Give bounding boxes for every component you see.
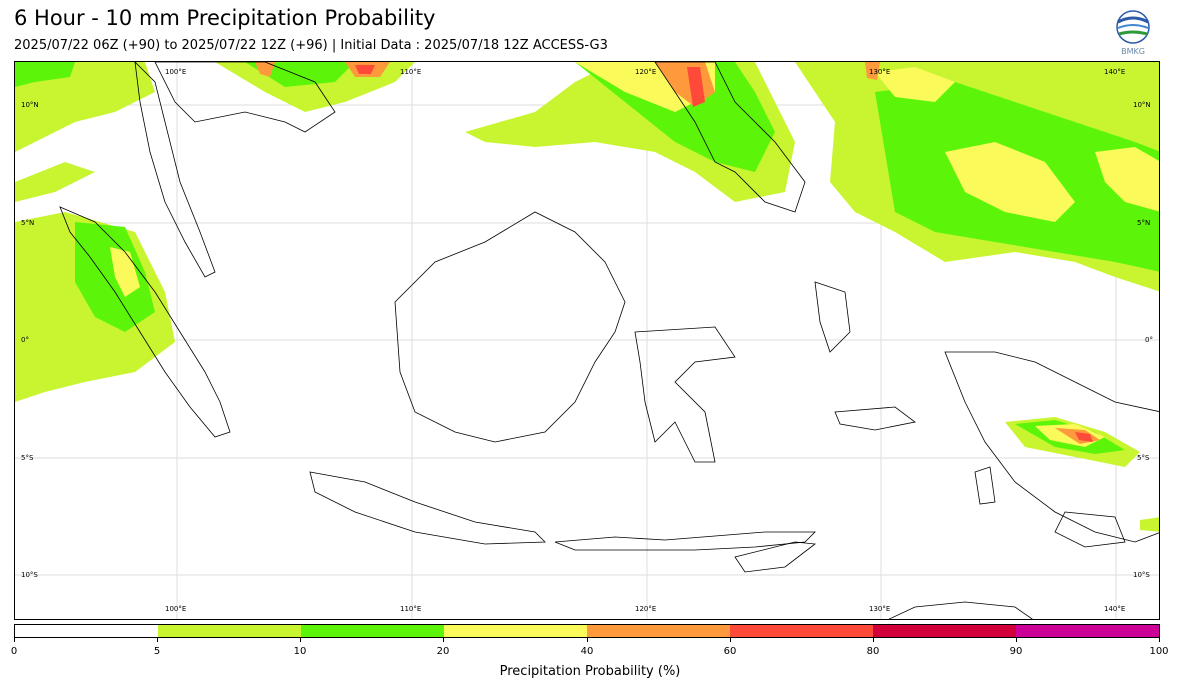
lon-label-bottom-140: 140°E (1104, 605, 1126, 613)
colorbar (14, 624, 1160, 638)
lon-label-top-120: 120°E (635, 68, 657, 76)
lat-label-right-10n: 10°N (1133, 101, 1151, 109)
colorbar-segment-80-90 (873, 625, 1016, 637)
colorbar-label: Precipitation Probability (%) (499, 664, 681, 679)
map-canvas (15, 62, 1159, 619)
lon-label-bottom-110: 110°E (400, 605, 422, 613)
svg-text:BMKG: BMKG (1121, 47, 1145, 56)
lon-label-bottom-100: 100°E (165, 605, 187, 613)
colorbar-tick-100: 100 (1149, 646, 1169, 657)
lat-label-left-5s: 5°S (21, 454, 34, 462)
lon-label-top-100: 100°E (165, 68, 187, 76)
lon-label-bottom-120: 120°E (635, 605, 657, 613)
colorbar-segment-10-20 (301, 625, 444, 637)
lat-label-right-5n: 5°N (1137, 219, 1151, 227)
map-title: 6 Hour - 10 mm Precipitation Probability (14, 6, 436, 30)
colorbar-segment-90-100 (1016, 625, 1159, 637)
colorbar-tick-60: 60 (723, 646, 737, 657)
bmkg-logo: BMKG (1114, 10, 1152, 56)
lon-label-top-130: 130°E (869, 68, 891, 76)
colorbar-tick-20: 20 (436, 646, 450, 657)
colorbar-tick-5: 5 (153, 646, 161, 657)
lat-label-left-0: 0° (21, 336, 29, 344)
lat-label-right-10s: 10°S (1133, 571, 1150, 579)
colorbar-tick-90: 90 (1009, 646, 1023, 657)
lon-label-bottom-130: 130°E (869, 605, 891, 613)
colorbar-segment-40-60 (587, 625, 730, 637)
lon-label-top-110: 110°E (400, 68, 422, 76)
lat-label-left-10n: 10°N (21, 101, 39, 109)
lat-label-left-10s: 10°S (21, 571, 38, 579)
colorbar-tick-0: 0 (10, 646, 18, 657)
colorbar-segment-20-40 (444, 625, 587, 637)
colorbar-tick-10: 10 (293, 646, 307, 657)
lon-label-top-140: 140°E (1104, 68, 1126, 76)
map-subtitle: 2025/07/22 06Z (+90) to 2025/07/22 12Z (… (14, 38, 608, 53)
precip-field-60 (355, 65, 1093, 442)
coastlines (59, 62, 1159, 619)
lat-label-left-5n: 5°N (21, 219, 35, 227)
colorbar-tick-40: 40 (580, 646, 594, 657)
colorbar-segment-5-10 (158, 625, 301, 637)
lat-label-right-5s: 5°S (1137, 454, 1150, 462)
precipitation-map: 100°E 110°E 120°E 130°E 140°E 100°E 110°… (14, 61, 1160, 620)
colorbar-segment-0-5 (15, 625, 158, 637)
colorbar-segment-60-80 (730, 625, 873, 637)
lat-label-right-0: 0° (1145, 336, 1153, 344)
colorbar-tick-80: 80 (866, 646, 880, 657)
